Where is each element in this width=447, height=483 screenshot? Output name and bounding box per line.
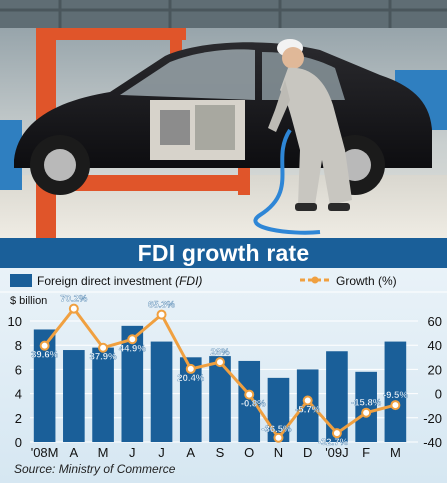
fdi-bar	[326, 351, 348, 442]
growth-point	[244, 389, 255, 400]
right-tick-label: 0	[435, 387, 442, 402]
fdi-bar	[296, 369, 319, 442]
x-tick-label: N	[274, 445, 283, 460]
left-tick-label: 2	[15, 411, 22, 426]
growth-point	[331, 428, 342, 439]
legend-bar-label: Foreign direct investment (FDI)	[37, 274, 202, 288]
growth-data-label: 65.3%	[148, 300, 175, 311]
x-tick-label: M	[390, 445, 401, 460]
x-tick-label: J	[129, 445, 136, 460]
right-tick-label: 60	[428, 314, 442, 329]
right-tick-label: -20	[423, 411, 442, 426]
left-tick-label: 8	[15, 338, 22, 353]
growth-data-label: -0.8%	[241, 399, 266, 410]
growth-data-label: 20.4%	[177, 373, 204, 384]
growth-point	[390, 400, 401, 411]
growth-data-label: -9.5%	[383, 390, 408, 401]
growth-data-label: 39.6%	[31, 350, 58, 361]
growth-data-label: -36.5%	[261, 424, 292, 435]
legend: Foreign direct investment (FDI) Growth (…	[10, 274, 397, 288]
left-tick-label: 6	[15, 362, 22, 377]
car-assembly-photo	[0, 0, 447, 238]
title-bar	[0, 238, 447, 268]
fdi-bar	[63, 350, 85, 442]
right-tick-label: 20	[428, 362, 442, 377]
x-tick-label: '09J	[325, 445, 348, 460]
growth-point	[68, 303, 79, 314]
chart-title: FDI growth rate	[137, 240, 310, 266]
growth-data-label: 26%	[210, 347, 230, 358]
fdi-bar	[384, 341, 407, 442]
x-tick-label: J	[158, 445, 165, 460]
source-note: Source: Ministry of Commerce	[14, 462, 176, 476]
fdi-bar	[150, 341, 173, 442]
growth-data-label: 70.2%	[60, 294, 87, 305]
left-axis-ticks: 0 2 4 6 8 10	[8, 314, 22, 450]
x-tick-label: M	[98, 445, 109, 460]
growth-point	[273, 432, 284, 443]
fdi-bar	[238, 360, 261, 442]
fdi-bar	[355, 371, 377, 442]
fdi-bar	[267, 377, 290, 442]
growth-point	[156, 309, 167, 320]
bars	[33, 325, 407, 442]
x-axis-ticks: '08M A M J J A S O N D '09J F M	[31, 445, 401, 460]
growth-data-label: 37.9%	[90, 352, 117, 363]
fdi-bar	[33, 329, 56, 442]
legend-line-label: Growth (%)	[336, 274, 397, 288]
growth-point	[361, 407, 372, 418]
growth-data-label: 44.9%	[119, 343, 146, 354]
growth-point	[215, 357, 225, 368]
left-axis-title: $ billion	[10, 295, 47, 307]
left-tick-label: 10	[8, 314, 22, 329]
fdi-bar	[121, 325, 144, 442]
growth-point	[302, 395, 313, 406]
growth-data-label: -32.7%	[318, 437, 349, 448]
x-tick-label: '08M	[31, 445, 59, 460]
left-tick-label: 0	[15, 435, 22, 450]
left-tick-label: 4	[15, 387, 22, 402]
x-tick-label: D	[303, 445, 312, 460]
growth-line	[39, 303, 401, 443]
growth-point	[127, 334, 138, 345]
growth-labels: 39.6% 70.2% 37.9%44.9% 65.3% 20.4% 26% -0.8% -3…	[31, 294, 408, 449]
growth-data-label: -5.7%	[295, 404, 320, 415]
growth-point	[98, 342, 109, 353]
fdi-bar	[92, 347, 114, 442]
right-axis-ticks: -40 -20 0 20 40 60	[423, 314, 442, 450]
growth-point	[185, 363, 196, 374]
legend-bar-swatch	[10, 274, 32, 287]
legend-line-marker	[311, 276, 319, 284]
fdi-chart: Foreign direct investment (FDI) Growth (…	[0, 274, 447, 460]
x-tick-label: A	[70, 445, 79, 460]
x-tick-label: A	[186, 445, 195, 460]
fdi-bar	[209, 356, 231, 442]
x-tick-label: F	[362, 445, 370, 460]
x-tick-label: O	[244, 445, 254, 460]
right-tick-label: 40	[428, 338, 442, 353]
growth-point	[39, 340, 50, 351]
fdi-bar	[179, 357, 202, 442]
growth-data-label: -15.8%	[351, 398, 382, 409]
x-tick-label: S	[216, 445, 225, 460]
right-tick-label: -40	[423, 435, 442, 450]
